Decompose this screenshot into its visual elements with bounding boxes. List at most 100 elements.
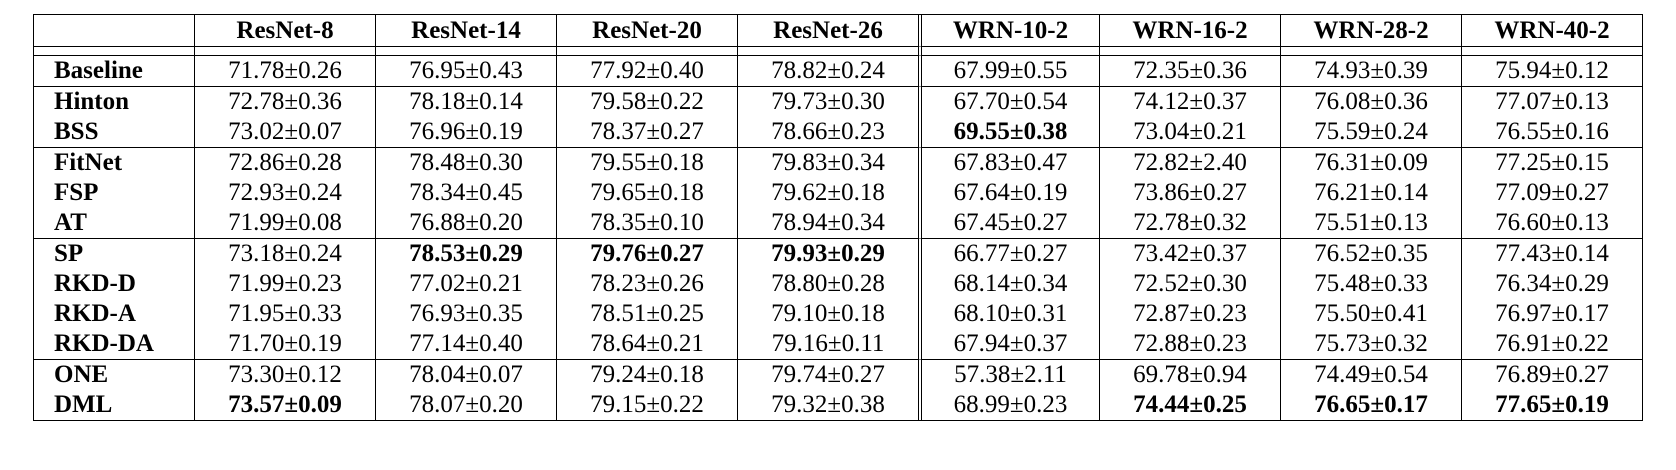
result-cell: 68.10±0.31 [918,299,1099,329]
result-cell: 79.58±0.22 [556,86,737,117]
result-cell: 67.45±0.27 [918,208,1099,238]
best-result-cell: 76.65±0.17 [1280,390,1461,420]
result-cell: 72.88±0.23 [1099,329,1280,359]
table-row: SP 73.18±0.24 78.53±0.29 79.76±0.27 79.93±0.… [34,238,1642,269]
result-cell: 76.52±0.35 [1280,238,1461,269]
column-header: ResNet-8 [194,15,375,47]
header-row: ResNet-8 ResNet-14 ResNet-20 ResNet-26 W… [34,15,1642,47]
result-cell: 79.55±0.18 [556,147,737,178]
result-cell: 68.14±0.34 [918,269,1099,299]
result-cell: 76.60±0.13 [1461,208,1642,238]
result-cell: 72.86±0.28 [194,147,375,178]
result-cell: 75.94±0.12 [1461,55,1642,86]
result-cell: 75.59±0.24 [1280,117,1461,147]
result-cell: 72.35±0.36 [1099,55,1280,86]
result-cell: 79.73±0.30 [737,86,918,117]
table-row: DML 73.57±0.09 78.07±0.20 79.15±0.22 79.32±0… [34,390,1642,420]
result-cell: 67.64±0.19 [918,178,1099,208]
column-header: WRN-28-2 [1280,15,1461,47]
result-cell: 71.99±0.23 [194,269,375,299]
result-cell: 78.18±0.14 [375,86,556,117]
result-cell: 75.48±0.33 [1280,269,1461,299]
result-cell: 78.07±0.20 [375,390,556,420]
method-name: RKD-D [54,270,136,297]
result-cell: 77.14±0.40 [375,329,556,359]
result-cell: 71.95±0.33 [194,299,375,329]
table-row: BSS 73.02±0.07 76.96±0.19 78.37±0.27 78.66±0… [34,117,1642,147]
column-header: ResNet-14 [375,15,556,47]
result-cell: 69.78±0.94 [1099,359,1280,390]
result-cell: 76.21±0.14 [1280,178,1461,208]
result-cell: 78.82±0.24 [737,55,918,86]
result-cell: 76.93±0.35 [375,299,556,329]
method-name: FSP [54,179,99,206]
result-cell: 72.78±0.36 [194,86,375,117]
best-result-cell: 79.93±0.29 [737,238,918,269]
result-cell: 73.42±0.37 [1099,238,1280,269]
result-cell: 75.50±0.41 [1280,299,1461,329]
result-cell: 76.88±0.20 [375,208,556,238]
table-header: ResNet-8 ResNet-14 ResNet-20 ResNet-26 W… [34,15,1642,47]
result-cell: 77.25±0.15 [1461,147,1642,178]
result-cell: 79.83±0.34 [737,147,918,178]
result-cell: 72.78±0.32 [1099,208,1280,238]
result-cell: 76.31±0.09 [1280,147,1461,178]
results-table: ResNet-8 ResNet-14 ResNet-20 ResNet-26 W… [33,14,1643,421]
result-cell: 77.02±0.21 [375,269,556,299]
result-cell: 79.16±0.11 [737,329,918,359]
best-result-cell: 69.55±0.38 [918,117,1099,147]
column-header: ResNet-26 [737,15,918,47]
result-cell: 77.92±0.40 [556,55,737,86]
result-cell: 78.34±0.45 [375,178,556,208]
method-name: ONE [34,359,194,390]
result-cell: 71.99±0.08 [194,208,375,238]
result-cell: 78.80±0.28 [737,269,918,299]
result-cell: 78.23±0.26 [556,269,737,299]
method-name: AT [54,209,87,236]
result-cell: 78.64±0.21 [556,329,737,359]
header-gap [34,47,1642,55]
result-cell: 77.43±0.14 [1461,238,1642,269]
result-cell: 73.86±0.27 [1099,178,1280,208]
result-cell: 76.91±0.22 [1461,329,1642,359]
result-cell: 78.66±0.23 [737,117,918,147]
header-corner-cell [34,15,194,47]
result-cell: 72.87±0.23 [1099,299,1280,329]
result-cell: 76.34±0.29 [1461,269,1642,299]
result-cell: 78.37±0.27 [556,117,737,147]
best-result-cell: 73.57±0.09 [194,390,375,420]
table-row: FSP 72.93±0.24 78.34±0.45 79.65±0.18 79.62±0… [34,178,1642,208]
result-cell: 72.93±0.24 [194,178,375,208]
result-cell: 76.95±0.43 [375,55,556,86]
method-name: RKD-DA [54,330,154,357]
column-header: WRN-10-2 [918,15,1099,47]
result-cell: 78.51±0.25 [556,299,737,329]
table-row: Hinton 72.78±0.36 78.18±0.14 79.58±0.22 79.7… [34,86,1642,117]
result-cell: 75.51±0.13 [1280,208,1461,238]
result-cell: 79.65±0.18 [556,178,737,208]
column-header: ResNet-20 [556,15,737,47]
result-cell: 78.94±0.34 [737,208,918,238]
result-cell: 76.55±0.16 [1461,117,1642,147]
result-cell: 67.83±0.47 [918,147,1099,178]
table-row: RKD-D 71.99±0.23 77.02±0.21 78.23±0.26 78.80… [34,269,1642,299]
result-cell: 79.24±0.18 [556,359,737,390]
result-cell: 67.94±0.37 [918,329,1099,359]
method-name: BSS [54,118,99,145]
result-cell: 79.74±0.27 [737,359,918,390]
result-cell: 79.10±0.18 [737,299,918,329]
best-result-cell: 78.53±0.29 [375,238,556,269]
result-cell: 76.89±0.27 [1461,359,1642,390]
result-cell: 79.62±0.18 [737,178,918,208]
table-row: FitNet 72.86±0.28 78.48±0.30 79.55±0.18 79.8… [34,147,1642,178]
table-row: AT 71.99±0.08 76.88±0.20 78.35±0.10 78.94±0.… [34,208,1642,238]
table-row: Baseline 71.78±0.26 76.95±0.43 77.92±0.40 78… [34,55,1642,86]
result-cell: 78.48±0.30 [375,147,556,178]
result-cell: 78.04±0.07 [375,359,556,390]
result-cell: 57.38±2.11 [918,359,1099,390]
result-cell: 67.70±0.54 [918,86,1099,117]
method-name: SP [34,238,194,269]
result-cell: 76.96±0.19 [375,117,556,147]
method-name: DML [54,391,113,418]
result-cell: 73.02±0.07 [194,117,375,147]
